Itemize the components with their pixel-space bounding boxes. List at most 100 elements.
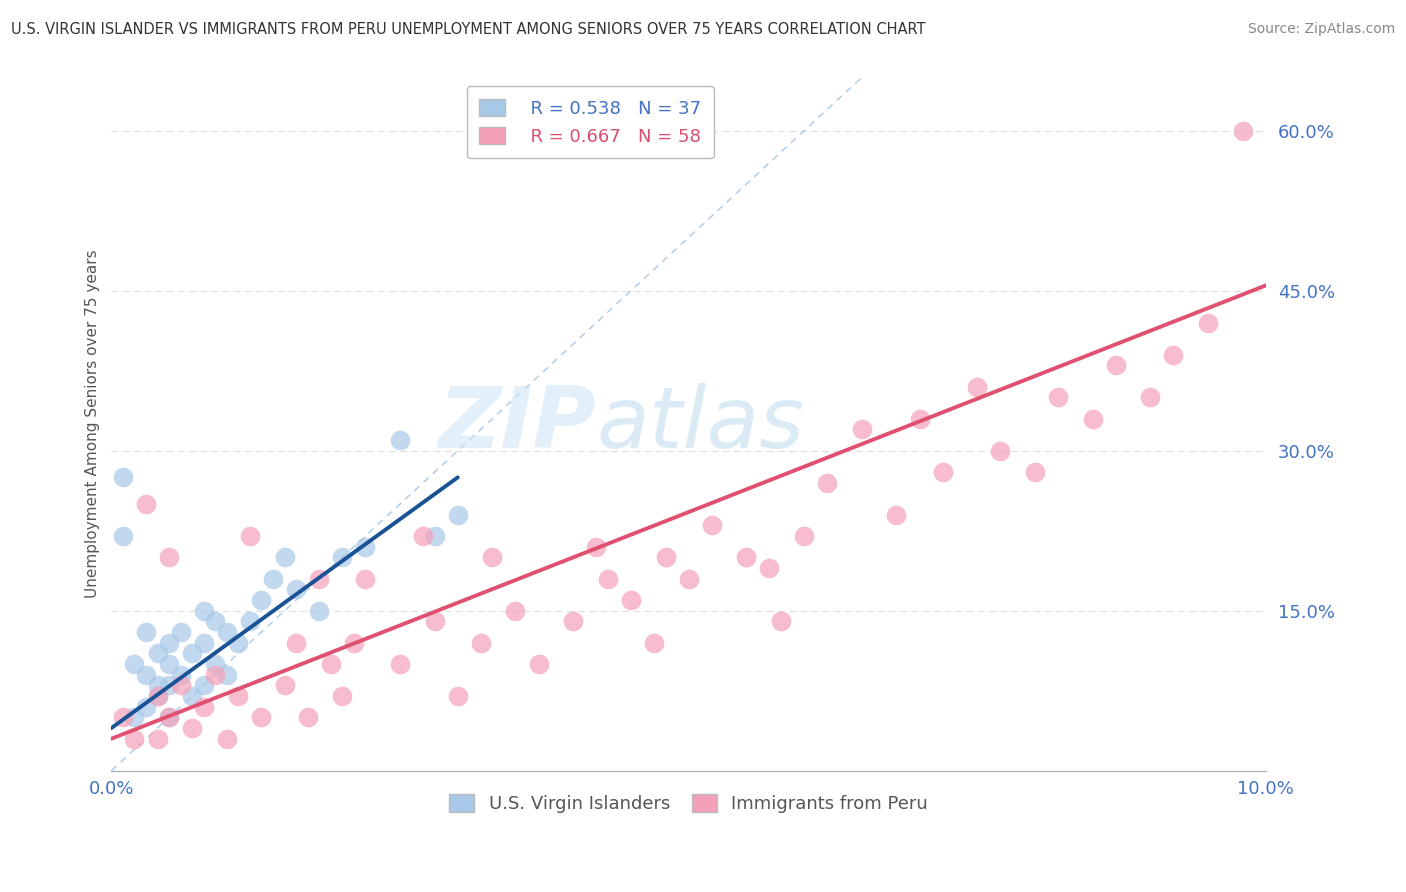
Point	[239, 615, 262, 629]
Point	[146, 689, 169, 703]
Point	[111, 529, 134, 543]
Point	[181, 721, 204, 735]
Point	[157, 710, 180, 724]
Point	[908, 411, 931, 425]
Point	[654, 550, 676, 565]
Point	[285, 636, 308, 650]
Legend: U.S. Virgin Islanders, Immigrants from Peru: U.S. Virgin Islanders, Immigrants from P…	[439, 783, 939, 824]
Point	[700, 518, 723, 533]
Point	[308, 604, 330, 618]
Point	[146, 689, 169, 703]
Text: Source: ZipAtlas.com: Source: ZipAtlas.com	[1247, 22, 1395, 37]
Point	[273, 678, 295, 692]
Point	[250, 710, 273, 724]
Point	[146, 646, 169, 660]
Point	[886, 508, 908, 522]
Point	[815, 475, 838, 490]
Point	[423, 615, 446, 629]
Point	[157, 550, 180, 565]
Point	[273, 550, 295, 565]
Point	[596, 572, 619, 586]
Point	[1105, 359, 1128, 373]
Point	[931, 465, 953, 479]
Point	[193, 678, 215, 692]
Point	[423, 529, 446, 543]
Point	[124, 710, 146, 724]
Y-axis label: Unemployment Among Seniors over 75 years: Unemployment Among Seniors over 75 years	[86, 250, 100, 599]
Point	[157, 710, 180, 724]
Point	[447, 689, 470, 703]
Point	[111, 710, 134, 724]
Point	[135, 699, 157, 714]
Point	[215, 625, 238, 640]
Point	[793, 529, 815, 543]
Point	[124, 657, 146, 671]
Point	[193, 604, 215, 618]
Point	[204, 667, 226, 681]
Point	[262, 572, 284, 586]
Point	[135, 667, 157, 681]
Point	[157, 678, 180, 692]
Point	[389, 433, 412, 447]
Point	[988, 443, 1011, 458]
Point	[193, 636, 215, 650]
Point	[1081, 411, 1104, 425]
Point	[170, 678, 193, 692]
Point	[135, 497, 157, 511]
Point	[758, 561, 780, 575]
Point	[330, 689, 353, 703]
Point	[389, 657, 412, 671]
Point	[354, 572, 377, 586]
Point	[146, 731, 169, 746]
Point	[620, 593, 643, 607]
Point	[585, 540, 607, 554]
Point	[851, 422, 873, 436]
Point	[111, 470, 134, 484]
Point	[343, 636, 366, 650]
Point	[157, 636, 180, 650]
Point	[470, 636, 492, 650]
Point	[228, 636, 250, 650]
Point	[1139, 391, 1161, 405]
Point	[215, 731, 238, 746]
Point	[308, 572, 330, 586]
Point	[678, 572, 700, 586]
Point	[239, 529, 262, 543]
Point	[481, 550, 503, 565]
Point	[643, 636, 665, 650]
Point	[735, 550, 758, 565]
Point	[412, 529, 434, 543]
Point	[250, 593, 273, 607]
Point	[1232, 124, 1254, 138]
Text: atlas: atlas	[596, 383, 804, 466]
Point	[966, 380, 988, 394]
Point	[157, 657, 180, 671]
Text: ZIP: ZIP	[439, 383, 596, 466]
Point	[447, 508, 470, 522]
Point	[527, 657, 550, 671]
Point	[330, 550, 353, 565]
Point	[124, 731, 146, 746]
Point	[505, 604, 527, 618]
Point	[769, 615, 792, 629]
Point	[1047, 391, 1070, 405]
Point	[354, 540, 377, 554]
Point	[170, 667, 193, 681]
Point	[146, 678, 169, 692]
Point	[135, 625, 157, 640]
Point	[204, 657, 226, 671]
Point	[1163, 348, 1185, 362]
Point	[181, 646, 204, 660]
Point	[215, 667, 238, 681]
Point	[193, 699, 215, 714]
Text: U.S. VIRGIN ISLANDER VS IMMIGRANTS FROM PERU UNEMPLOYMENT AMONG SENIORS OVER 75 : U.S. VIRGIN ISLANDER VS IMMIGRANTS FROM …	[11, 22, 925, 37]
Point	[170, 625, 193, 640]
Point	[297, 710, 319, 724]
Point	[204, 615, 226, 629]
Point	[1024, 465, 1046, 479]
Point	[228, 689, 250, 703]
Point	[285, 582, 308, 597]
Point	[181, 689, 204, 703]
Point	[562, 615, 585, 629]
Point	[319, 657, 342, 671]
